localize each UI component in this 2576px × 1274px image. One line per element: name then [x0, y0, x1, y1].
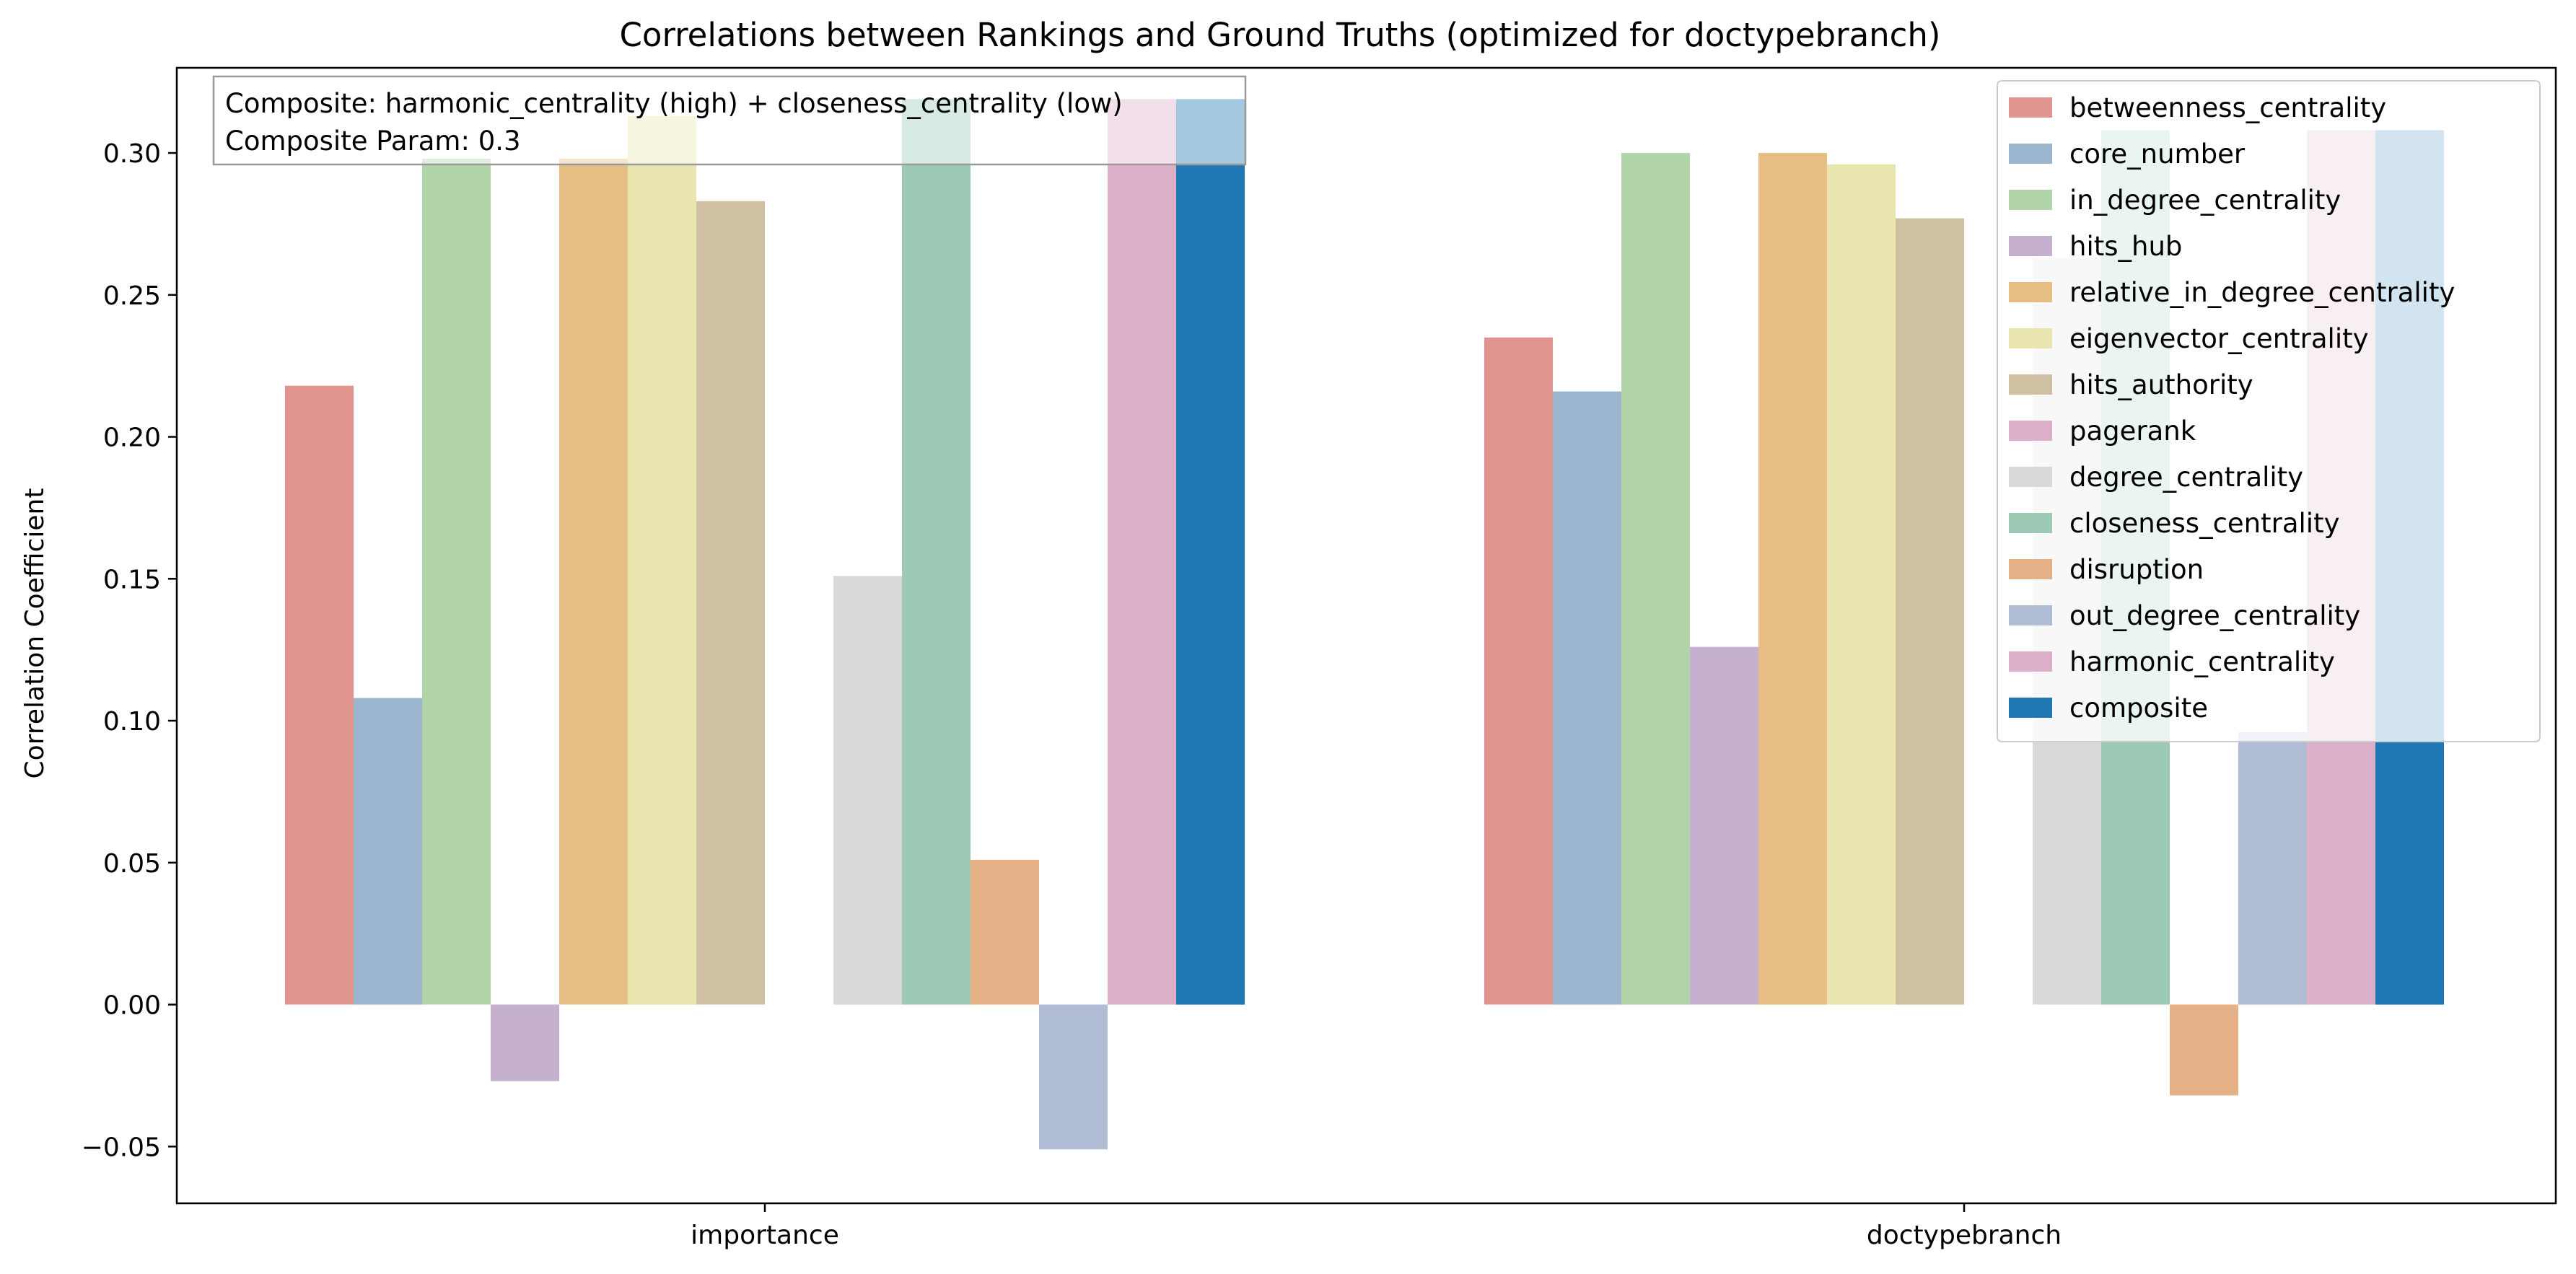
bar-disruption-importance — [971, 859, 1039, 1005]
legend: betweenness_centrality core_number in_degr… — [1997, 80, 2541, 742]
legend-swatch-degree-centrality — [2009, 467, 2052, 487]
chart-title: Correlations between Rankings and Ground… — [620, 16, 1941, 54]
bar-relative-in-degree-centrality-importance — [559, 158, 628, 1005]
y-tick-label: 0.20 — [103, 423, 161, 453]
x-tick-label-doctypebranch: doctypebranch — [1867, 1221, 2062, 1250]
y-tick-label: 0.25 — [103, 281, 161, 311]
bar-core-number-importance — [354, 698, 422, 1005]
bar-disruption-doctypebranch — [2170, 1004, 2238, 1096]
legend-swatch-hits-authority — [2009, 374, 2052, 395]
legend-label-in-degree-centrality: in_degree_centrality — [2069, 185, 2341, 216]
bar-betweenness-centrality-importance — [285, 385, 354, 1005]
composite-annotation: Composite: harmonic_centrality (high) + … — [212, 75, 1247, 166]
bar-out-degree-centrality-doctypebranch — [2238, 732, 2307, 1005]
legend-label-closeness-centrality: closeness_centrality — [2069, 508, 2339, 539]
legend-swatch-hits-hub — [2009, 236, 2052, 256]
bars-layer — [285, 99, 2444, 1150]
legend-label-hits-hub: hits_hub — [2069, 231, 2182, 262]
bar-out-degree-centrality-importance — [1039, 1004, 1108, 1150]
bar-hits-authority-doctypebranch — [1896, 218, 1964, 1005]
bar-closeness-centrality-importance — [902, 99, 971, 1005]
legend-label-degree-centrality: degree_centrality — [2069, 462, 2303, 493]
bar-betweenness-centrality-doctypebranch — [1484, 337, 1553, 1005]
annotation-line-1: Composite: harmonic_centrality (high) + … — [225, 88, 1123, 119]
y-tick-label: 0.10 — [103, 707, 161, 737]
legend-swatch-disruption — [2009, 559, 2052, 579]
x-tick-label-importance: importance — [691, 1221, 839, 1250]
bar-hits-hub-doctypebranch — [1690, 646, 1758, 1005]
legend-label-relative-in-degree-centrality: relative_in_degree_centrality — [2069, 277, 2455, 308]
legend-box — [1997, 80, 2541, 742]
bar-harmonic-centrality-importance — [1108, 99, 1176, 1005]
legend-label-betweenness-centrality: betweenness_centrality — [2069, 92, 2386, 123]
legend-label-composite: composite — [2069, 693, 2208, 724]
bar-eigenvector-centrality-doctypebranch — [1827, 164, 1896, 1005]
bar-eigenvector-centrality-importance — [628, 115, 696, 1005]
y-tick-label: 0.15 — [103, 565, 161, 594]
y-tick-label: 0.00 — [103, 991, 161, 1021]
legend-swatch-harmonic-centrality — [2009, 651, 2052, 672]
legend-swatch-eigenvector-centrality — [2009, 328, 2052, 348]
bar-relative-in-degree-centrality-doctypebranch — [1758, 153, 1827, 1005]
y-tick-label: 0.30 — [103, 139, 161, 169]
bar-composite-importance — [1176, 99, 1245, 1005]
annotation-line-2: Composite Param: 0.3 — [225, 126, 521, 157]
annotation-box — [212, 75, 1247, 166]
legend-swatch-pagerank — [2009, 421, 2052, 441]
legend-swatch-relative-in-degree-centrality — [2009, 282, 2052, 302]
axes-layer: −0.05 0.00 0.05 0.10 0.15 0.20 0.25 0.30 importa… — [82, 66, 2557, 1250]
y-tick-label: 0.05 — [103, 849, 161, 879]
bar-core-number-doctypebranch — [1553, 391, 1621, 1005]
legend-label-pagerank: pagerank — [2069, 416, 2196, 447]
legend-swatch-closeness-centrality — [2009, 513, 2052, 533]
legend-swatch-out-degree-centrality — [2009, 605, 2052, 625]
bar-in-degree-centrality-importance — [422, 158, 491, 1005]
legend-label-disruption: disruption — [2069, 554, 2204, 585]
legend-label-core-number: core_number — [2069, 139, 2246, 170]
legend-swatch-core-number — [2009, 144, 2052, 164]
legend-label-eigenvector-centrality: eigenvector_centrality — [2069, 323, 2369, 354]
legend-swatch-betweenness-centrality — [2009, 97, 2052, 118]
bar-degree-centrality-importance — [833, 576, 902, 1005]
legend-label-hits-authority: hits_authority — [2069, 369, 2253, 400]
legend-label-out-degree-centrality: out_degree_centrality — [2069, 600, 2360, 631]
legend-swatch-composite — [2009, 698, 2052, 718]
legend-label-harmonic-centrality: harmonic_centrality — [2069, 646, 2335, 677]
y-tick-label: −0.05 — [82, 1133, 161, 1162]
y-axis-label: Correlation Coefficient — [20, 488, 50, 779]
legend-swatch-in-degree-centrality — [2009, 190, 2052, 210]
plot-frame — [175, 66, 2557, 1205]
bar-hits-hub-importance — [491, 1004, 559, 1081]
bar-hits-authority-importance — [696, 201, 765, 1005]
bar-in-degree-centrality-doctypebranch — [1621, 153, 1690, 1005]
